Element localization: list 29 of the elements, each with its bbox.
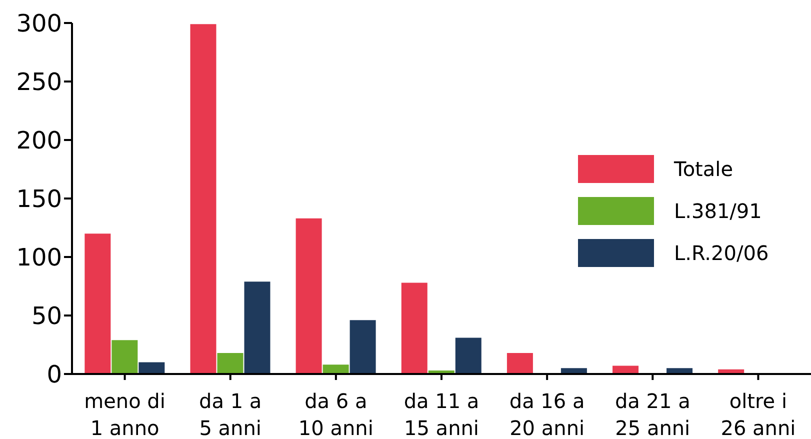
y-tick-label: 50: [31, 302, 62, 330]
bar: [350, 320, 376, 374]
bar: [190, 24, 216, 374]
legend-label: Totale: [674, 157, 734, 181]
y-tick-label: 200: [16, 126, 62, 155]
y-tick-label: 250: [16, 68, 62, 96]
x-tick-label: meno di 1 anno: [84, 389, 166, 439]
bar: [455, 338, 482, 374]
x-tick-label: da 1 a 5 anni: [199, 389, 262, 439]
x-tick-label: oltre i 26 anni: [720, 389, 796, 439]
x-tick-label: da 16 a 20 anni: [509, 389, 585, 439]
y-tick-label: 0: [46, 360, 62, 389]
x-tick-label: da 21 a 25 anni: [614, 389, 690, 439]
y-tick-label: 100: [16, 244, 62, 272]
bar: [244, 282, 270, 374]
x-tick-label: da 6 a 10 anni: [298, 389, 374, 439]
y-tick-label: 150: [16, 185, 62, 214]
y-tick-label: 300: [16, 10, 62, 38]
bar: [401, 282, 428, 374]
bar: [217, 352, 244, 374]
bar: [322, 364, 349, 374]
legend-label: L.R.20/06: [674, 241, 769, 265]
x-tick-label: da 11 a 15 anni: [404, 389, 480, 439]
bar: [112, 340, 138, 374]
bar: [138, 362, 165, 374]
legend-label: L.381/91: [674, 199, 762, 223]
bar: [506, 352, 533, 374]
bar: [296, 218, 322, 374]
bar: [84, 234, 111, 374]
